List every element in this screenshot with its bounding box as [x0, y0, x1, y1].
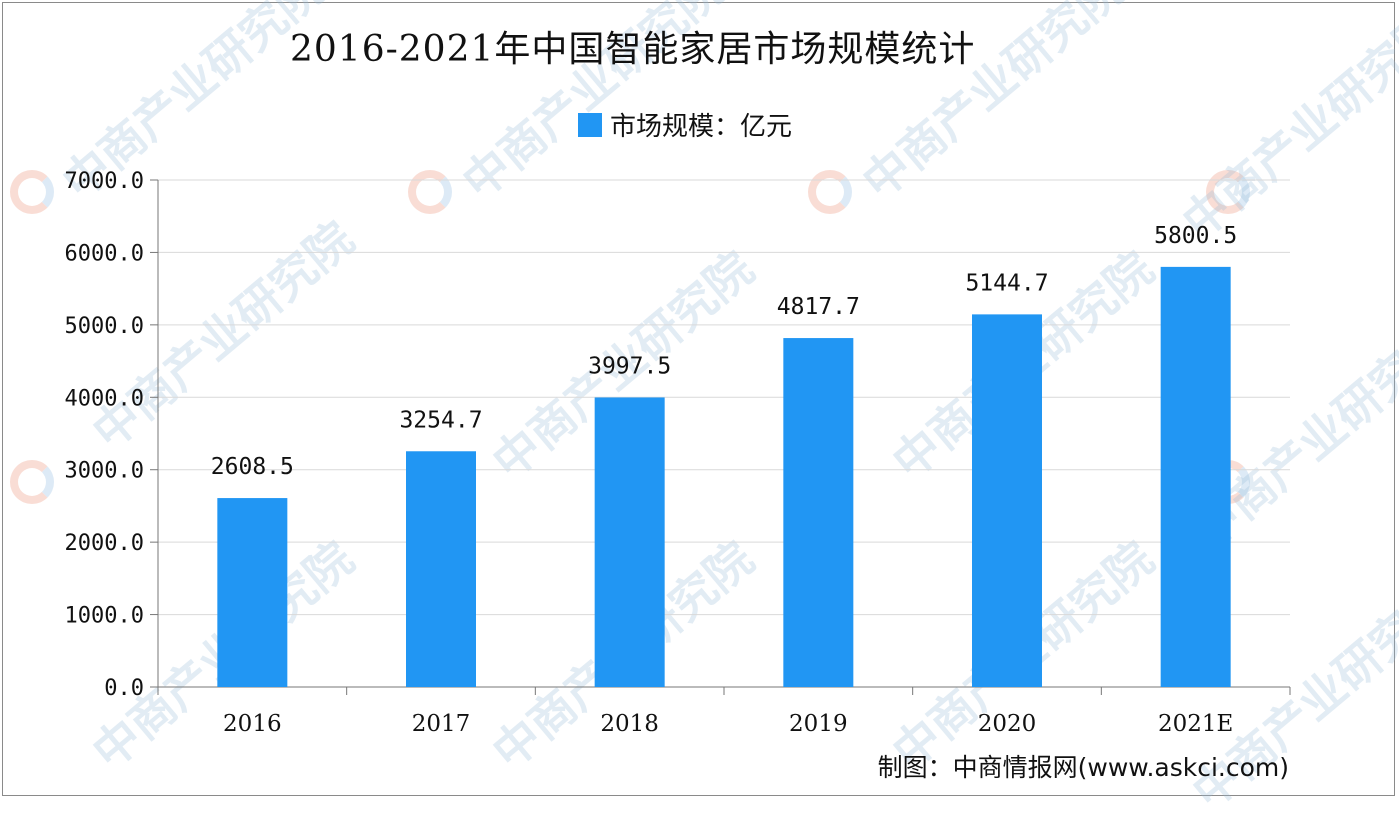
x-tick-label: 2016 [223, 711, 282, 737]
bar [406, 451, 476, 687]
x-tick-label: 2018 [600, 711, 659, 737]
bar [594, 397, 665, 687]
x-tick-label: 2019 [789, 711, 848, 737]
bar [1160, 266, 1231, 687]
legend-label: 市场规模：亿元 [610, 112, 793, 142]
y-tick-label: 6000.0 [65, 241, 144, 266]
chart-legend: 市场规模：亿元 [578, 106, 792, 143]
x-tick-label: 2017 [412, 711, 471, 737]
y-tick-label: 4000.0 [65, 386, 144, 411]
y-tick-label: 7000.0 [65, 169, 144, 194]
y-tick-label: 2000.0 [65, 531, 144, 556]
data-label: 3254.7 [399, 407, 482, 433]
legend-swatch [578, 112, 602, 137]
source-credit: 制图：中商情报网(www.askci.com) [877, 753, 1289, 782]
chart-title: 2016-2021年中国智能家居市场规模统计 [290, 29, 976, 70]
bar-chart: 0.0 1000.0 2000.0 3000.0 4000.0 5000.0 6000.0 7… [65, 169, 1291, 737]
x-tick-label: 2020 [978, 711, 1037, 737]
bar [217, 498, 288, 687]
data-label: 4817.7 [777, 294, 860, 320]
bar [783, 338, 854, 687]
bar [972, 314, 1042, 687]
y-tick-label: 3000.0 [65, 459, 144, 484]
y-tick-label: 5000.0 [65, 314, 144, 339]
data-label: 3997.5 [588, 353, 671, 379]
data-label: 5800.5 [1154, 223, 1237, 249]
y-tick-label: 0.0 [104, 676, 144, 701]
data-label: 2608.5 [211, 454, 294, 480]
x-tick-label: 2021E [1158, 711, 1233, 737]
data-label: 5144.7 [965, 270, 1048, 296]
y-tick-label: 1000.0 [65, 604, 144, 629]
